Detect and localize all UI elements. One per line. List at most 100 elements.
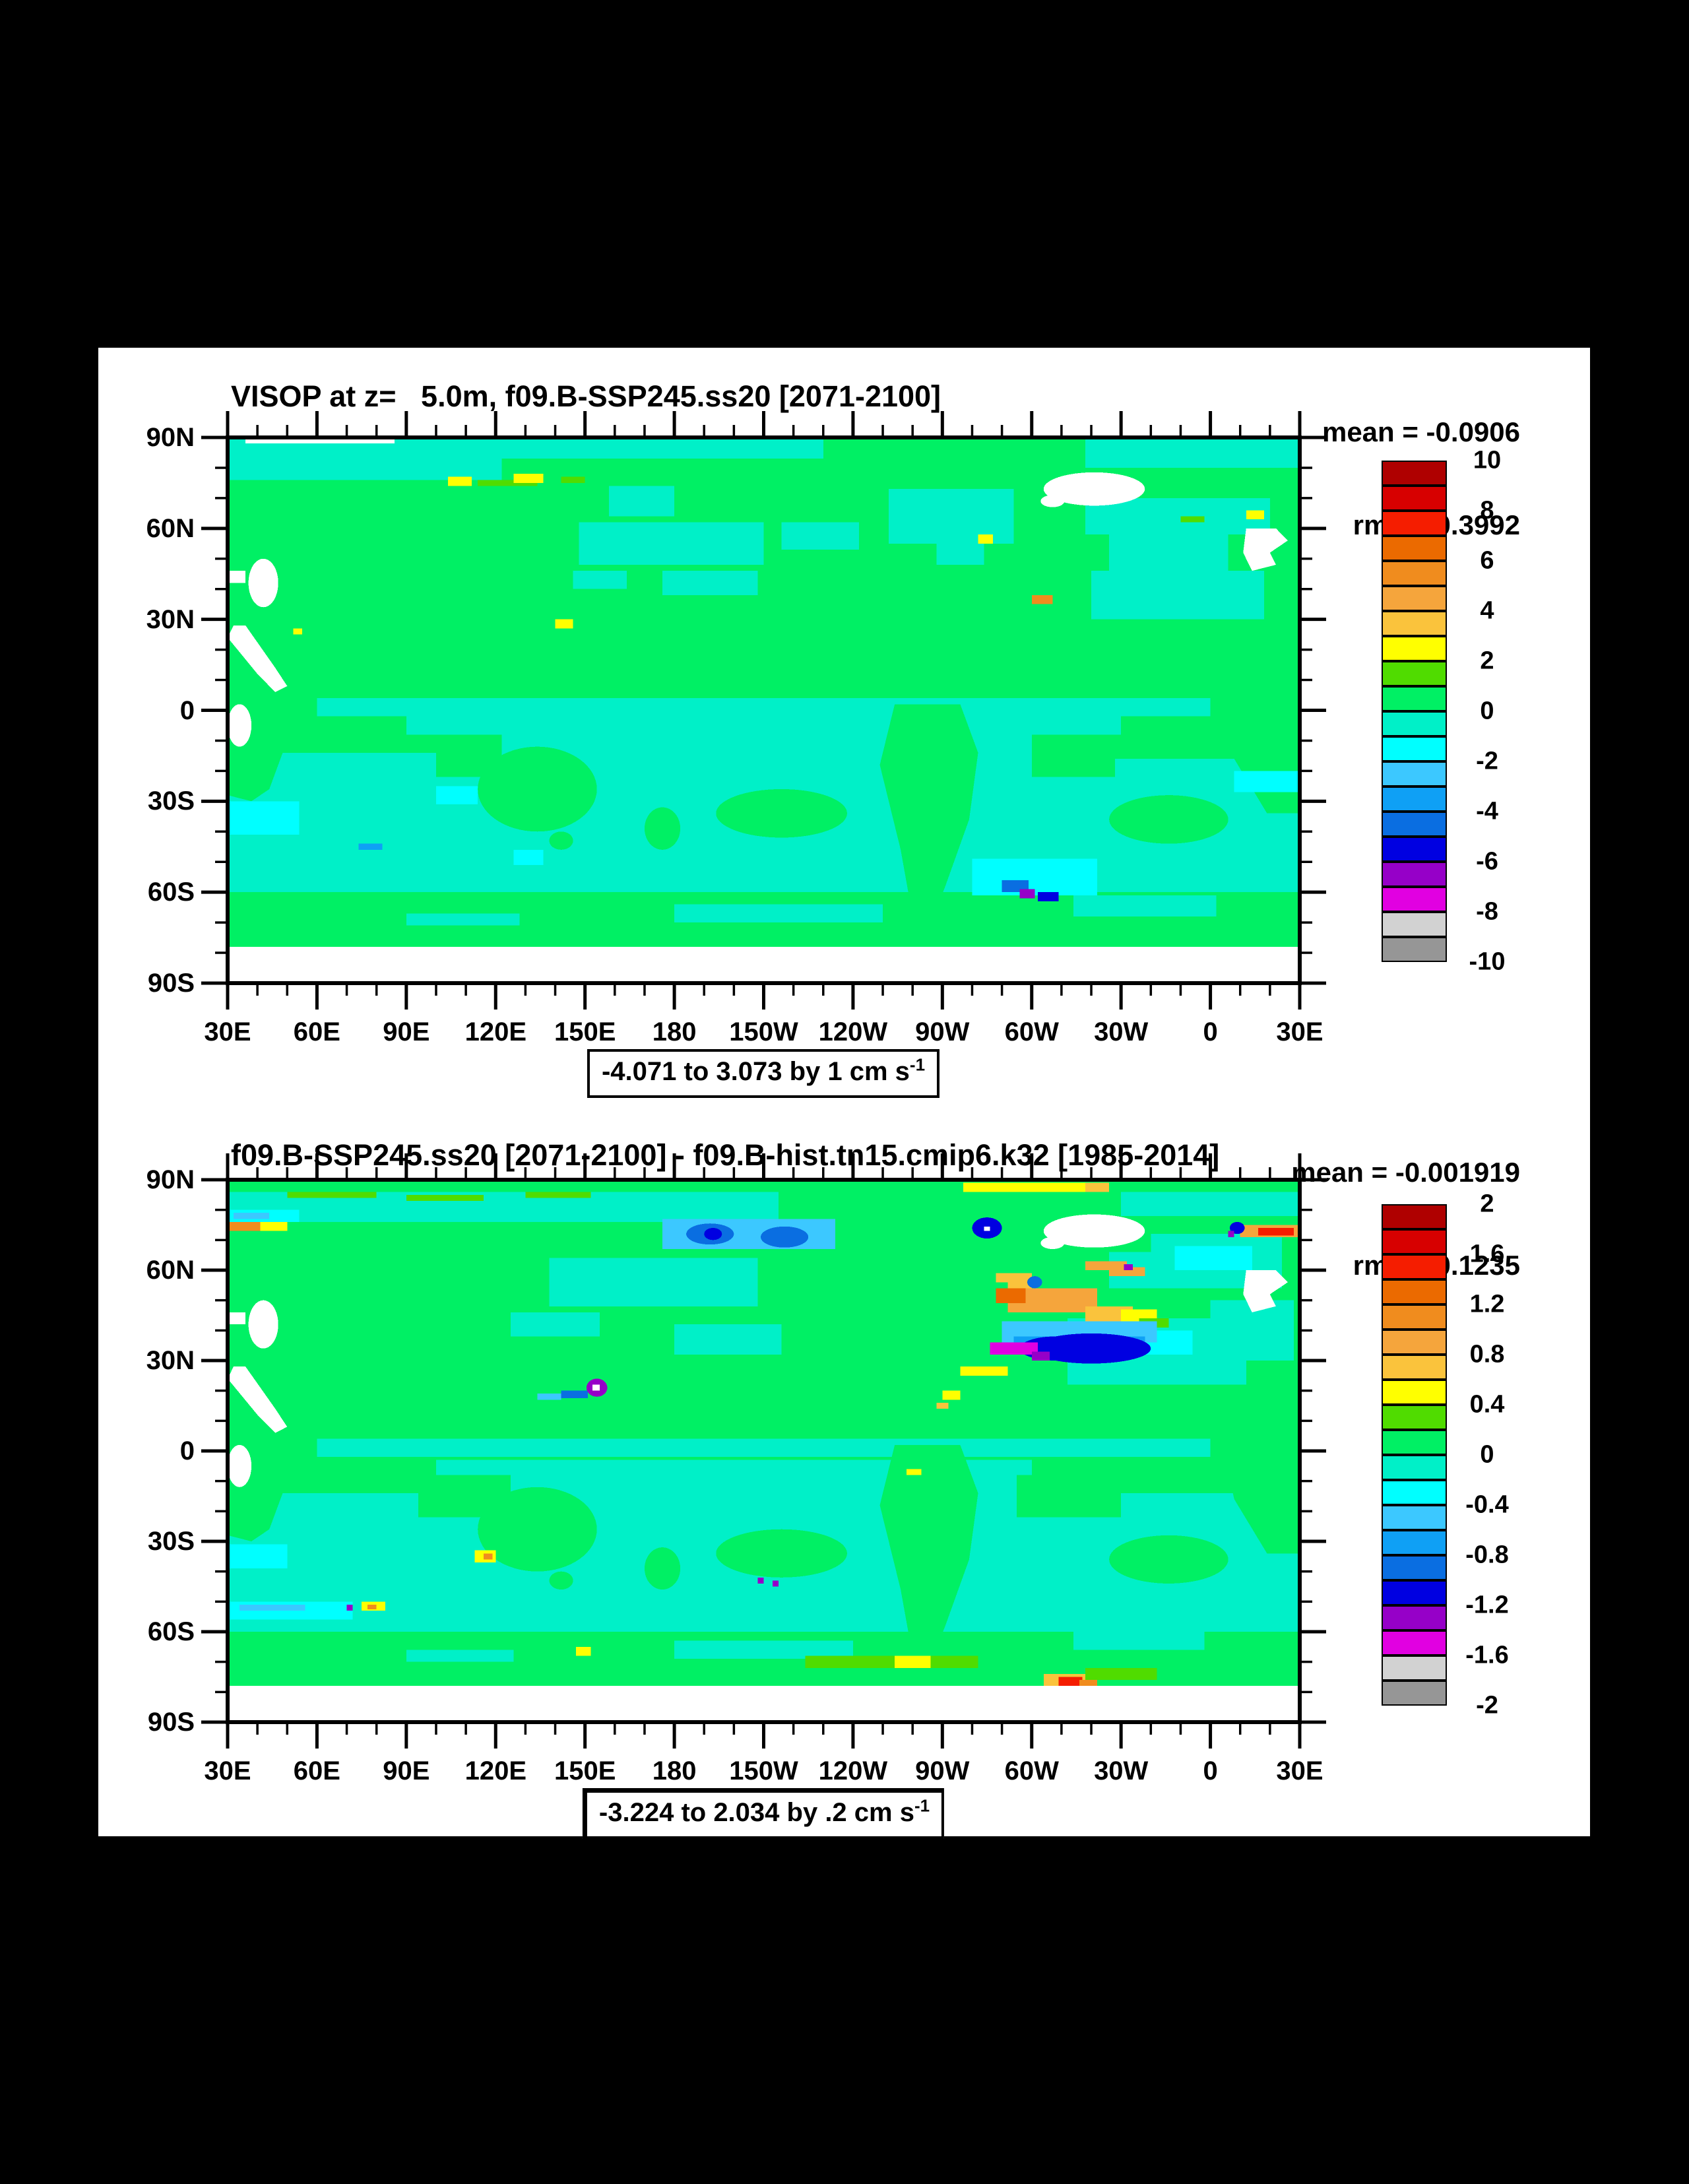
y-axis-tick-label: 90N [146, 1165, 195, 1194]
colorbar-tick-label: -1.6 [1465, 1641, 1509, 1669]
colorbar-box [1382, 1405, 1447, 1430]
panel2-colorbar [1382, 1204, 1447, 1706]
colorbar-box [1382, 636, 1447, 661]
x-axis-tick-label: 180 [652, 1017, 697, 1046]
colorbar-box [1382, 812, 1447, 837]
y-axis-tick-label: 30S [147, 787, 195, 816]
colorbar-tick-label: 0.8 [1469, 1340, 1505, 1368]
panel1-map [228, 437, 1300, 983]
colorbar-box [1382, 837, 1447, 862]
colorbar-tick-label: 10 [1473, 446, 1502, 474]
panel1-colorbar-labels: 10 8 6 4 2 0 -2 -4 -6 -8 -10 [1448, 447, 1527, 976]
colorbar-tick-label: -10 [1469, 947, 1506, 976]
colorbar-tick-label: 2 [1480, 647, 1494, 675]
colorbar-box [1382, 887, 1447, 912]
x-axis-tick-label: 30W [1094, 1756, 1149, 1785]
y-axis-tick-label: 60S [147, 878, 195, 907]
y-axis-tick-label: 30S [147, 1527, 195, 1556]
panel1-colorbar [1382, 461, 1447, 962]
x-axis-tick-label: 0 [1203, 1756, 1218, 1785]
x-axis-tick-label: 150W [729, 1756, 798, 1785]
x-axis-tick-label: 60W [1004, 1017, 1059, 1046]
x-axis-tick-label: 150E [554, 1756, 616, 1785]
panel2-range-caption: -3.224 to 2.034 by .2 cm s-1 [582, 1788, 945, 1839]
y-axis-tick-label: 60S [147, 1617, 195, 1646]
colorbar-box [1382, 1681, 1447, 1706]
colorbar-box [1382, 912, 1447, 937]
x-axis-tick-label: 0 [1203, 1017, 1218, 1046]
x-axis-tick-label: 60W [1004, 1756, 1059, 1785]
y-axis-tick-label: 90N [146, 423, 195, 452]
x-axis-tick-label: 150E [554, 1017, 616, 1046]
colorbar-box [1382, 1530, 1447, 1555]
colorbar-tick-label: 6 [1480, 546, 1494, 575]
y-axis-tick-label: 30N [146, 1346, 195, 1375]
colorbar-box [1382, 1279, 1447, 1304]
panel1-x-axis-labels: 30E 60E 90E 120E 150E 180 150W 120W 90W 60W 30W 0 30… [204, 1017, 1323, 1050]
x-axis-tick-label: 90W [915, 1017, 970, 1046]
colorbar-tick-label: -1.2 [1465, 1591, 1509, 1619]
colorbar-box [1382, 1505, 1447, 1530]
colorbar-box [1382, 1655, 1447, 1681]
colorbar-box [1382, 536, 1447, 561]
x-axis-tick-label: 150W [729, 1017, 798, 1046]
colorbar-tick-label: -2 [1476, 1691, 1498, 1719]
x-axis-tick-label: 120W [818, 1756, 888, 1785]
x-axis-tick-label: 90W [915, 1756, 970, 1785]
y-axis-tick-label: 60N [146, 513, 195, 543]
panel2-map-svg [228, 1180, 1300, 1722]
colorbar-box [1382, 1630, 1447, 1655]
panel1-title: VISOP at z= 5.0m, f09.B-SSP245.ss20 [207… [231, 379, 941, 413]
panel1-map-svg [228, 437, 1300, 983]
colorbar-box [1382, 736, 1447, 761]
colorbar-box [1382, 1555, 1447, 1580]
x-axis-tick-label: 30E [204, 1017, 251, 1046]
colorbar-tick-label: 2 [1480, 1190, 1494, 1218]
colorbar-tick-label: 0.4 [1469, 1390, 1505, 1419]
x-axis-tick-label: 30E [1276, 1756, 1323, 1785]
x-axis-tick-label: 120E [464, 1756, 527, 1785]
figure-card: VISOP at z= 5.0m, f09.B-SSP245.ss20 [207… [98, 348, 1590, 1839]
panel2-range-text: -3.224 to 2.034 by .2 cm s [598, 1798, 914, 1827]
colorbar-box [1382, 1605, 1447, 1630]
colorbar-box [1382, 486, 1447, 511]
colorbar-box [1382, 461, 1447, 486]
colorbar-tick-label: -0.4 [1465, 1491, 1509, 1519]
panel1-range-text: -4.071 to 3.073 by 1 cm s [601, 1057, 910, 1086]
panel1-mean-text: mean = -0.0906 [1322, 416, 1520, 447]
colorbar-box [1382, 761, 1447, 787]
colorbar-tick-label: 1.2 [1469, 1290, 1505, 1318]
colorbar-tick-label: 8 [1480, 496, 1494, 525]
panel1-range-exponent: -1 [909, 1054, 926, 1075]
colorbar-box [1382, 1380, 1447, 1405]
colorbar-box [1382, 511, 1447, 536]
panel2-map [228, 1180, 1300, 1722]
colorbar-box [1382, 1430, 1447, 1455]
colorbar-box [1382, 937, 1447, 962]
panel2-colorbar-labels: 2 1.6 1.2 0.8 0.4 0 -0.4 -0.8 -1.2 -1.6 -2 [1448, 1190, 1527, 1719]
panel1-y-axis-labels: 90N 60N 30N 0 30S 60S 90S [109, 423, 195, 998]
colorbar-box [1382, 1580, 1447, 1605]
colorbar-box [1382, 787, 1447, 812]
colorbar-box [1382, 862, 1447, 887]
colorbar-box [1382, 661, 1447, 686]
colorbar-box [1382, 1355, 1447, 1380]
x-axis-tick-label: 120W [818, 1017, 888, 1046]
x-axis-tick-label: 60E [293, 1756, 340, 1785]
colorbar-tick-label: 0 [1480, 697, 1494, 725]
x-axis-tick-label: 30E [1276, 1017, 1323, 1046]
panel1-range-caption: -4.071 to 3.073 by 1 cm s-1 [587, 1049, 940, 1098]
colorbar-box [1382, 1229, 1447, 1254]
x-axis-tick-label: 30W [1094, 1017, 1149, 1046]
panel2-mean-text: mean = -0.001919 [1291, 1157, 1520, 1188]
y-axis-tick-label: 30N [146, 604, 195, 634]
colorbar-box [1382, 586, 1447, 611]
panel2-range-exponent: -1 [914, 1795, 930, 1816]
y-axis-tick-label: 90S [147, 1708, 195, 1737]
panel2-x-axis-labels: 30E 60E 90E 120E 150E 180 150W 120W 90W 60W 30W 0 30… [204, 1756, 1323, 1789]
colorbar-box [1382, 1304, 1447, 1330]
colorbar-box [1382, 711, 1447, 736]
colorbar-box [1382, 1455, 1447, 1480]
colorbar-tick-label: 4 [1480, 596, 1494, 625]
